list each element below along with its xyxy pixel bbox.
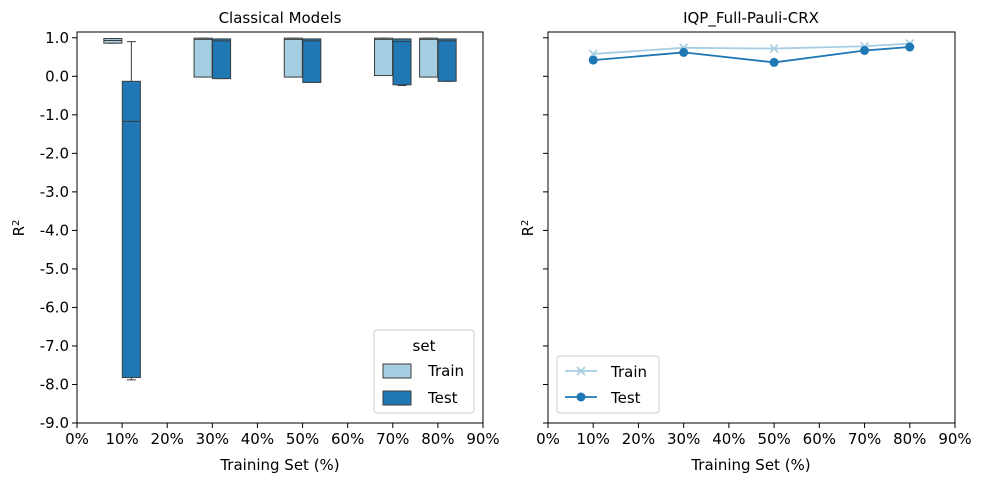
left-x-tick-label: 90% (466, 430, 499, 448)
point-test-50 (769, 57, 779, 67)
right-y-axis-label: R2 (519, 220, 537, 237)
box-test-50 (302, 38, 322, 83)
left-chart-title: Classical Models (219, 9, 342, 27)
left-plot-frame (76, 31, 484, 424)
left-x-tick-label: 50% (286, 430, 319, 448)
box-test-80 (437, 38, 457, 82)
right-x-ticks: 0% 10% 20% 30% 40% 50% 60% 70% 80% 90% (536, 423, 972, 448)
left-y-tick-label: -1.0 (40, 106, 69, 124)
left-y-tick-label: -9.0 (40, 414, 69, 432)
left-y-tick-label: -6.0 (40, 298, 69, 316)
left-plot-area (103, 37, 457, 381)
left-legend-train-label: Train (427, 362, 464, 380)
box-train-80 (419, 37, 439, 78)
right-plot-area (588, 38, 915, 67)
right-x-tick-label: 40% (712, 430, 745, 448)
left-y-ticks: 1.0 0.0 -1.0 -2.0 -3.0 -4.0 -5.0 -6.0 -7.0 -8.0 -9… (40, 29, 77, 432)
box-train-50 (283, 37, 303, 78)
box-test-10 (121, 80, 141, 379)
left-legend-test-swatch (382, 390, 412, 406)
right-x-tick-label: 90% (938, 430, 971, 448)
left-legend-test-label: Test (427, 389, 458, 407)
classical-models-panel: Classical Models 1.0 0.0 -1.0 -2.0 -3.0 -4.0 -… (10, 9, 500, 474)
left-y-tick-label: 1.0 (45, 29, 69, 47)
right-x-tick-label: 10% (577, 430, 610, 448)
right-x-tick-label: 20% (622, 430, 655, 448)
box-test-70 (392, 38, 412, 86)
right-x-tick-label: 70% (848, 430, 881, 448)
left-legend-train-swatch (382, 363, 412, 379)
left-x-tick-label: 0% (65, 430, 89, 448)
right-x-tick-label: 60% (803, 430, 836, 448)
left-y-tick-label: -3.0 (40, 183, 69, 201)
point-test-30 (679, 47, 689, 57)
right-x-axis-label: Training Set (%) (690, 456, 810, 474)
left-x-tick-label: 30% (196, 430, 229, 448)
left-x-tick-label: 70% (376, 430, 409, 448)
right-x-tick-label: 50% (757, 430, 790, 448)
point-test-10 (588, 55, 598, 65)
right-x-tick-label: 30% (667, 430, 700, 448)
left-x-tick-label: 40% (241, 430, 274, 448)
box-train-30 (193, 37, 213, 78)
left-y-tick-label: -4.0 (40, 221, 69, 239)
right-legend: Train Test (556, 355, 660, 414)
left-y-tick-label: -7.0 (40, 337, 69, 355)
left-x-tick-label: 10% (105, 430, 138, 448)
left-y-axis-label-sup: 2 (11, 220, 22, 226)
right-legend-train-label: Train (610, 363, 647, 381)
point-test-70 (860, 45, 870, 55)
right-legend-train-marker (576, 366, 586, 376)
right-plot-frame (547, 31, 956, 424)
left-legend: set Train Test (373, 329, 475, 414)
box-train-70 (374, 37, 394, 77)
iqp-panel: IQP_Full-Pauli-CRX 0% 10% 20% 30% 40% 50% 60% 7… (519, 9, 972, 474)
right-x-tick-label: 80% (893, 430, 926, 448)
left-y-axis-label-base: R (10, 226, 28, 236)
point-train-50 (769, 43, 779, 54)
left-y-axis-label: R2 (10, 220, 28, 237)
left-legend-title: set (413, 337, 436, 355)
left-y-tick-label: -8.0 (40, 375, 69, 393)
right-chart-title: IQP_Full-Pauli-CRX (683, 9, 819, 28)
left-x-tick-label: 20% (151, 430, 184, 448)
right-y-ticks (543, 37, 548, 424)
left-x-axis-label: Training Set (%) (219, 456, 339, 474)
right-legend-test-marker (576, 392, 586, 402)
left-y-tick-label: 0.0 (45, 67, 69, 85)
right-legend-test-label: Test (610, 389, 641, 407)
right-y-axis-label-base: R (519, 226, 537, 236)
left-x-tick-label: 60% (331, 430, 364, 448)
right-y-axis-label-sup: 2 (520, 220, 531, 226)
left-y-tick-label: -5.0 (40, 260, 69, 278)
box-test-30 (212, 38, 232, 80)
point-test-80 (905, 42, 915, 52)
left-y-tick-label: -2.0 (40, 144, 69, 162)
left-x-ticks: 0% 10% 20% 30% 40% 50% 60% 70% 80% 90% (65, 423, 500, 448)
right-x-tick-label: 0% (536, 430, 560, 448)
left-x-tick-label: 80% (421, 430, 454, 448)
